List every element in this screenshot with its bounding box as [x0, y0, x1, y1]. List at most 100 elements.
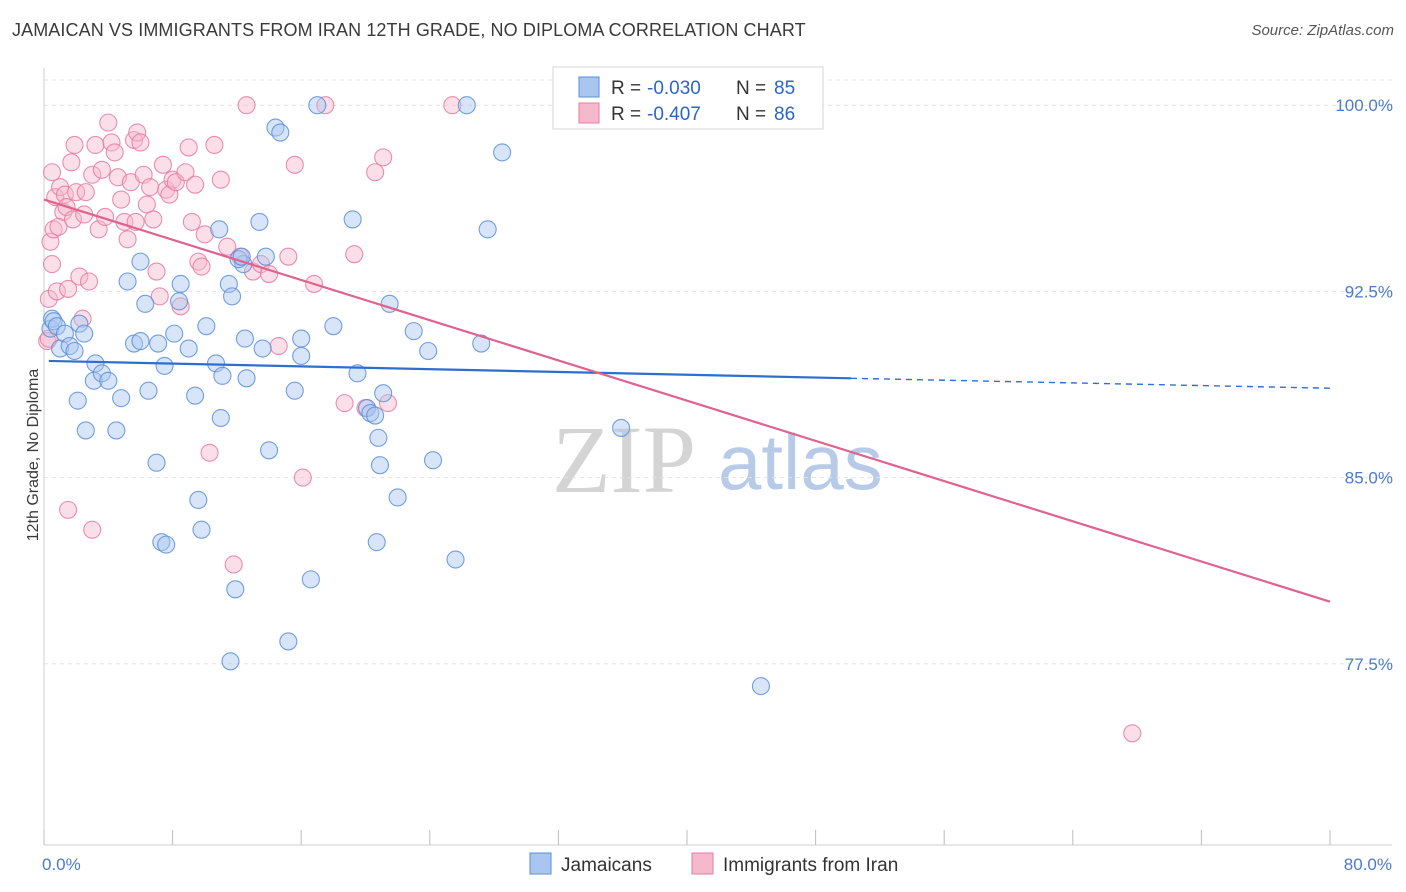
legend-n-label-1: N = — [736, 104, 766, 125]
bottom-legend-iran: Immigrants from Iran — [723, 855, 898, 876]
jamaican-point — [139, 381, 158, 400]
jamaican-point — [301, 570, 320, 589]
jamaican-point — [423, 451, 443, 470]
iran-point — [189, 252, 208, 271]
iran-point — [200, 443, 219, 462]
jamaican-point — [367, 533, 386, 552]
jamaican-point — [266, 118, 285, 137]
jamaican-point — [472, 334, 491, 353]
jamaican-point — [136, 294, 155, 313]
series-legend: Jamaicans Immigrants from Iran — [529, 852, 898, 876]
watermark-zip: ZIP — [552, 406, 696, 513]
jamaican-point — [211, 408, 230, 428]
jamaican-point — [493, 143, 512, 162]
jamaican-point — [419, 341, 438, 361]
jamaican-point — [308, 96, 327, 115]
iran-point — [269, 336, 288, 356]
jamaican-point — [370, 456, 390, 475]
jamaican-point — [179, 339, 198, 358]
legend-swatch-jamaicans — [578, 76, 600, 98]
legend-n-value-1: 86 — [774, 104, 795, 125]
iran-point — [47, 282, 66, 301]
iran-point — [374, 148, 393, 167]
jamaican-point — [221, 652, 240, 671]
jamaican-point — [92, 364, 111, 383]
stats-legend: R = -0.030 N = 85 R = -0.407 N = 86 — [552, 66, 824, 130]
jamaican-point — [292, 329, 311, 348]
iran-point — [83, 165, 102, 184]
jamaican-point — [99, 371, 118, 390]
iran-point — [182, 212, 201, 231]
axes — [43, 68, 1392, 846]
jamaican-point — [68, 391, 87, 410]
jamaican-point — [285, 381, 304, 400]
iran-point — [42, 255, 62, 274]
jamaican-point — [404, 322, 423, 341]
jamaican-point — [118, 272, 137, 291]
iran-point — [179, 138, 198, 157]
legend-r-value-1: -0.407 — [647, 104, 701, 125]
iran-point — [42, 163, 62, 182]
iran-point — [345, 245, 364, 264]
jamaican-point — [235, 329, 254, 348]
jamaican-point — [259, 441, 279, 460]
jamaican-point — [131, 252, 150, 271]
jamaican-point — [324, 317, 343, 336]
iran-point — [237, 96, 256, 115]
jamaican-point — [165, 324, 184, 343]
watermark-atlas: atlas — [718, 418, 883, 506]
bottom-swatch-iran — [691, 852, 714, 875]
iran-point — [67, 183, 86, 202]
jamaican-point — [112, 389, 131, 408]
jamaican-point — [256, 247, 275, 266]
iran-point — [44, 220, 63, 239]
jamaican-point — [374, 384, 393, 403]
jamaican-point — [75, 324, 94, 343]
jamaican-point — [237, 369, 256, 388]
iran-point — [118, 230, 137, 249]
iran-point — [86, 135, 105, 155]
jamaican-point — [369, 428, 388, 447]
jamaican-point — [44, 312, 63, 331]
jamaican-point — [292, 346, 311, 366]
legend-n-label-0: N = — [736, 78, 766, 99]
x-tick-marks — [43, 830, 1331, 845]
y-tick-label: 85.0% — [1345, 469, 1393, 488]
jamaican-point — [343, 210, 362, 229]
jamaican-point — [149, 334, 168, 353]
jamaican-point — [446, 550, 465, 569]
jamaican-point — [171, 274, 190, 294]
iran-point — [105, 143, 124, 162]
y-tick-label: 100.0% — [1335, 96, 1393, 115]
legend-r-value-0: -0.030 — [647, 78, 701, 99]
jamaican-point — [223, 287, 242, 306]
legend-r-label-1: R = — [611, 104, 641, 125]
iran-point — [443, 96, 462, 115]
jamaican-trend-extension — [850, 377, 1331, 389]
iran-point — [186, 175, 205, 194]
iran-point — [131, 133, 150, 152]
iran-point — [76, 183, 95, 202]
jamaican-point — [107, 421, 126, 440]
jamaican-point — [388, 488, 407, 507]
bottom-legend-jamaicans: Jamaicans — [561, 855, 652, 876]
jamaican-point — [751, 677, 770, 696]
x-tick-label-0: 0.0% — [42, 855, 81, 874]
iran-point — [218, 237, 237, 256]
iran-point — [195, 225, 214, 244]
jamaican-point — [169, 292, 189, 311]
jamaican-point — [152, 533, 171, 552]
jamaican-point — [76, 421, 95, 440]
iran-point — [285, 155, 304, 174]
iran-point — [335, 394, 354, 413]
iran-point — [205, 135, 224, 155]
jamaican-point — [86, 354, 105, 373]
iran-point — [153, 155, 173, 174]
y-tick-label: 77.5% — [1345, 655, 1393, 674]
jamaican-point — [271, 123, 290, 142]
iran-point — [366, 163, 385, 182]
jamaican-points — [41, 96, 770, 696]
iran-trend-line — [43, 198, 1331, 603]
iran-point — [211, 170, 230, 189]
